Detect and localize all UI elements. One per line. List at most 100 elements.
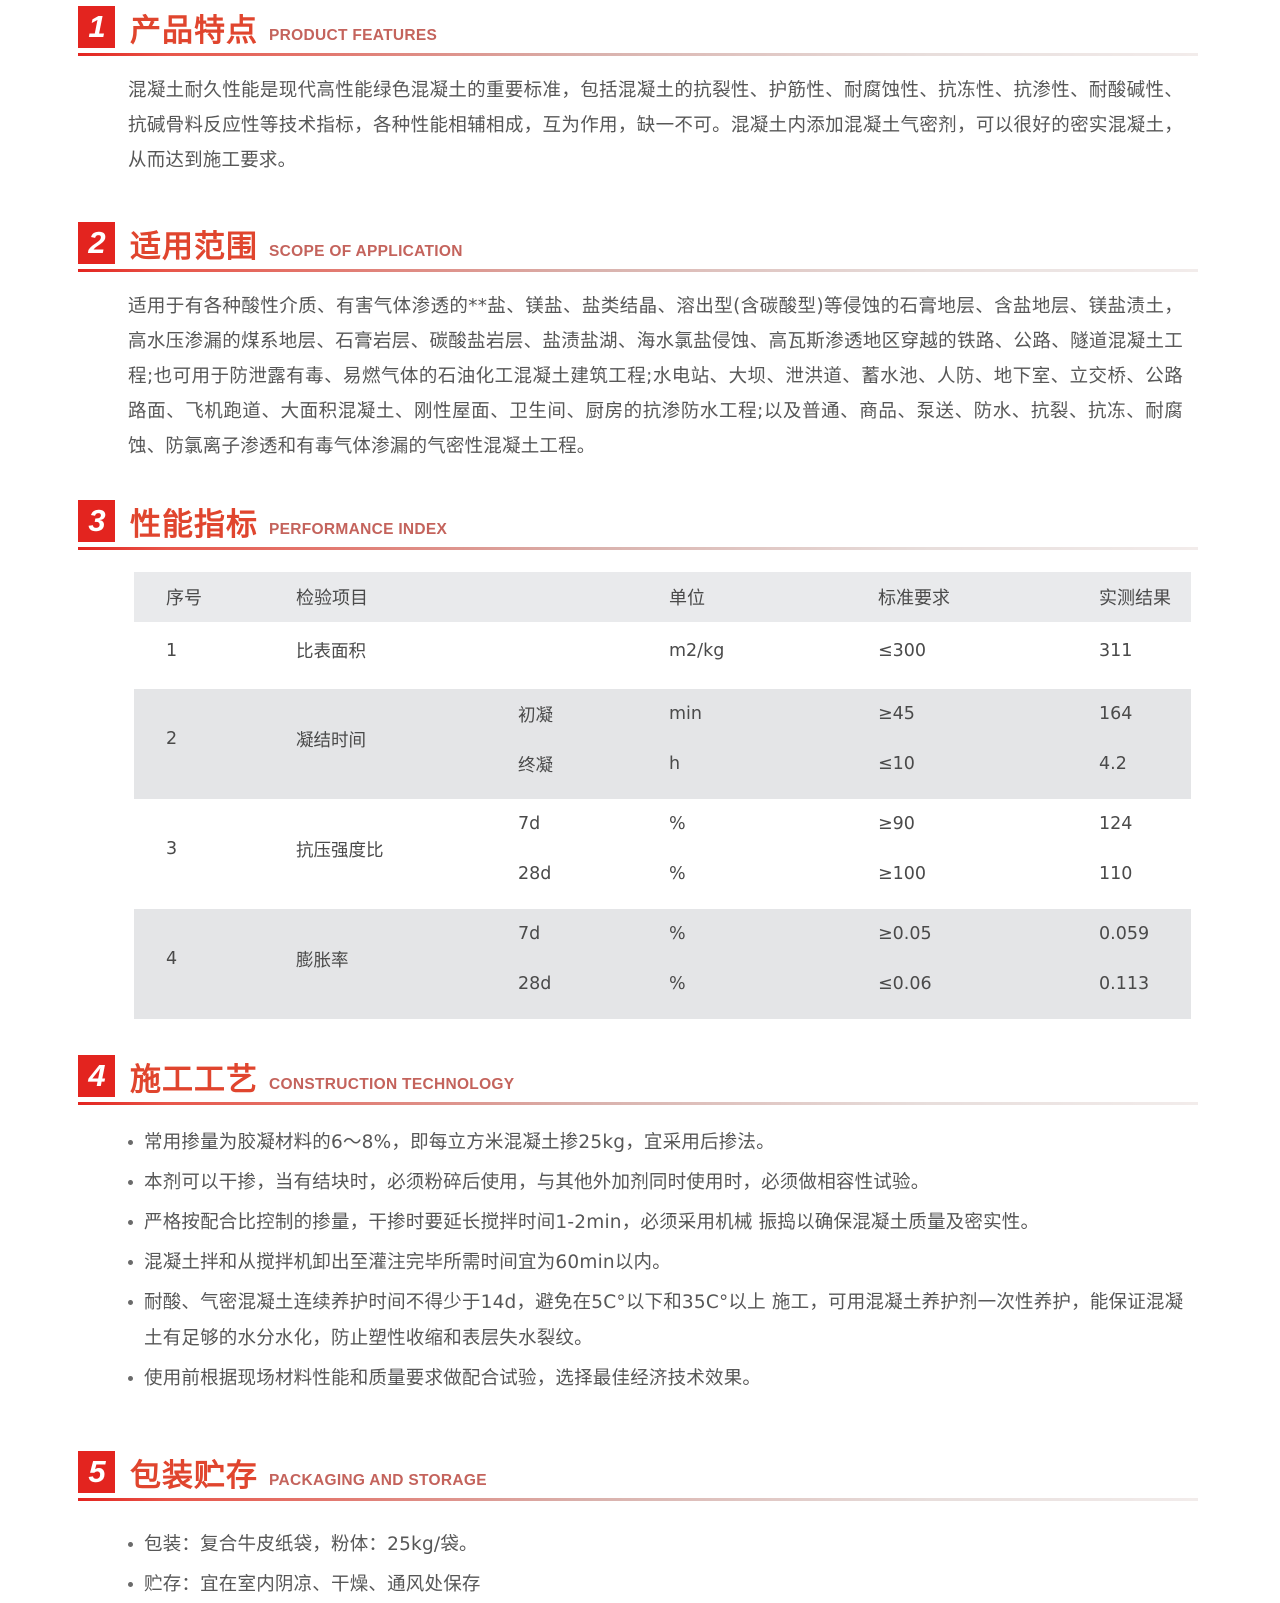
section-divider — [78, 269, 1198, 272]
cell-unit: % — [663, 959, 874, 1009]
cell-item: 比表面积 — [266, 622, 506, 679]
list-item-text: 贮存：宜在室内阴凉、干燥、通风处保存 — [144, 1574, 481, 1595]
section-header: 4 施工工艺 CONSTRUCTION TECHNOLOGY — [0, 1049, 1280, 1099]
table-row: 2 凝结时间 初凝 min ≥45 164 — [134, 689, 1191, 789]
table-row: 28d % ≥100 110 — [134, 849, 1191, 899]
cell-item: 凝结时间 — [266, 689, 506, 789]
cell-standard: ≤10 — [874, 739, 1093, 789]
packaging-bullet-list: 包装：复合牛皮纸袋，粉体：25kg/袋。 贮存：宜在室内阴凉、干燥、通风处保存 — [128, 1527, 1188, 1603]
cell-result: 0.113 — [1093, 959, 1191, 1009]
section-header: 1 产品特点 PRODUCT FEATURES — [0, 0, 1280, 50]
cell-no: 4 — [134, 909, 266, 1009]
table-row: 1 比表面积 m2/kg ≤300 311 — [134, 622, 1191, 679]
cell-no: 2 — [134, 689, 266, 789]
cell-sub: 28d — [506, 849, 663, 899]
bullet-dot-icon — [128, 1260, 133, 1265]
column-header-sub — [506, 572, 663, 622]
list-item-text: 耐酸、气密混凝土连续养护时间不得少于14d，避免在5C°以下和35C°以上 施工… — [144, 1292, 1184, 1349]
cell-result: 110 — [1093, 849, 1191, 899]
cell-unit: min — [663, 689, 874, 739]
cell-standard: ≤300 — [874, 622, 1093, 679]
section-number-badge: 1 — [78, 6, 115, 48]
section-title-group: 适用范围 SCOPE OF APPLICATION — [130, 230, 463, 266]
section-product-features: 1 产品特点 PRODUCT FEATURES 混凝土耐久性能是现代高性能绿色混… — [0, 0, 1280, 178]
cell-item: 膨胀率 — [266, 909, 506, 1009]
spacer-cell — [134, 679, 1191, 689]
cell-unit: % — [663, 849, 874, 899]
cell-sub: 终凝 — [506, 739, 663, 789]
bullet-dot-icon — [128, 1376, 133, 1381]
spacer-cell — [134, 899, 1191, 909]
section-title-group: 产品特点 PRODUCT FEATURES — [130, 14, 437, 50]
section-number-badge: 4 — [78, 1055, 115, 1097]
cell-result: 0.059 — [1093, 909, 1191, 959]
list-item: 使用前根据现场材料性能和质量要求做配合试验，选择最佳经济技术效果。 — [128, 1361, 1188, 1397]
table-row: 4 膨胀率 7d % ≥0.05 0.059 — [134, 909, 1191, 1009]
cell-sub: 7d — [506, 799, 663, 849]
section-title-group: 施工工艺 CONSTRUCTION TECHNOLOGY — [130, 1063, 514, 1099]
cell-unit: m2/kg — [663, 622, 874, 679]
section-title-en: PRODUCT FEATURES — [269, 27, 438, 44]
section-header: 3 性能指标 PERFORMANCE INDEX — [0, 494, 1280, 544]
table-row: 28d % ≤0.06 0.113 — [134, 959, 1191, 1009]
column-header-unit: 单位 — [663, 572, 874, 622]
cell-sub: 7d — [506, 909, 663, 959]
list-item: 包装：复合牛皮纸袋，粉体：25kg/袋。 — [128, 1527, 1188, 1563]
scope-of-application-paragraph: 适用于有各种酸性介质、有害气体渗透的**盐、镁盐、盐类结晶、溶出型(含碳酸型)等… — [128, 296, 1183, 457]
performance-table-wrapper: 序号 检验项目 单位 标准要求 实测结果 1 比表面积 m2/kg — [134, 572, 1191, 1019]
list-item: 常用掺量为胶凝材料的6～8%，即每立方米混凝土掺25kg，宜采用后掺法。 — [128, 1125, 1188, 1161]
section-number-badge: 3 — [78, 500, 115, 542]
table-row: 3 抗压强度比 7d % ≥90 124 — [134, 799, 1191, 899]
bullet-dot-icon — [128, 1180, 133, 1185]
column-header-item: 检验项目 — [266, 572, 506, 622]
section-title-cn: 适用范围 — [130, 229, 258, 265]
cell-unit: % — [663, 909, 874, 959]
list-item-text: 常用掺量为胶凝材料的6～8%，即每立方米混凝土掺25kg，宜采用后掺法。 — [144, 1132, 775, 1153]
bullet-dot-icon — [128, 1300, 133, 1305]
list-item: 耐酸、气密混凝土连续养护时间不得少于14d，避免在5C°以下和35C°以上 施工… — [128, 1285, 1188, 1357]
section-title-cn: 性能指标 — [130, 507, 258, 543]
cell-standard: ≥45 — [874, 689, 1093, 739]
product-features-paragraph: 混凝土耐久性能是现代高性能绿色混凝土的重要标准，包括混凝土的抗裂性、护筋性、耐腐… — [128, 80, 1183, 171]
cell-unit: % — [663, 799, 874, 849]
list-item: 贮存：宜在室内阴凉、干燥、通风处保存 — [128, 1567, 1188, 1603]
row-spacer — [134, 789, 1191, 799]
cell-sub: 初凝 — [506, 689, 663, 739]
section-title-group: 性能指标 PERFORMANCE INDEX — [130, 508, 447, 544]
list-item: 混凝土拌和从搅拌机卸出至灌注完毕所需时间宜为60min以内。 — [128, 1245, 1188, 1281]
section-performance-index: 3 性能指标 PERFORMANCE INDEX 序号 检验项目 单位 标准要求… — [0, 494, 1280, 1019]
cell-item: 抗压强度比 — [266, 799, 506, 899]
section-header: 5 包装贮存 PACKAGING AND STORAGE — [0, 1445, 1280, 1495]
column-header-standard: 标准要求 — [874, 572, 1093, 622]
spacer-cell — [134, 789, 1191, 799]
list-item-text: 包装：复合牛皮纸袋，粉体：25kg/袋。 — [144, 1534, 478, 1555]
section-divider — [78, 1102, 1198, 1105]
section-divider — [78, 1498, 1198, 1501]
row-spacer — [134, 679, 1191, 689]
cell-standard: ≤0.06 — [874, 959, 1093, 1009]
section-title-group: 包装贮存 PACKAGING AND STORAGE — [130, 1459, 487, 1495]
section-number-badge: 2 — [78, 222, 115, 264]
spacer-cell — [134, 1009, 1191, 1019]
section-title-en: CONSTRUCTION TECHNOLOGY — [269, 1076, 515, 1093]
list-item-text: 本剂可以干掺，当有结块时，必须粉碎后使用，与其他外加剂同时使用时，必须做相容性试… — [144, 1172, 930, 1193]
cell-result: 124 — [1093, 799, 1191, 849]
section-packaging-and-storage: 5 包装贮存 PACKAGING AND STORAGE 包装：复合牛皮纸袋，粉… — [0, 1445, 1280, 1603]
cell-unit: h — [663, 739, 874, 789]
bullet-dot-icon — [128, 1220, 133, 1225]
cell-no: 1 — [134, 622, 266, 679]
cell-no: 3 — [134, 799, 266, 899]
section-number-badge: 5 — [78, 1451, 115, 1493]
bullet-dot-icon — [128, 1582, 133, 1587]
table-header-row: 序号 检验项目 单位 标准要求 实测结果 — [134, 572, 1191, 622]
column-header-result: 实测结果 — [1093, 572, 1191, 622]
list-item-text: 混凝土拌和从搅拌机卸出至灌注完毕所需时间宜为60min以内。 — [144, 1252, 671, 1273]
cell-standard: ≥0.05 — [874, 909, 1093, 959]
section-title-en: SCOPE OF APPLICATION — [269, 243, 463, 260]
list-item: 严格按配合比控制的掺量，干掺时要延长搅拌时间1-2min，必须采用机械 振捣以确… — [128, 1205, 1188, 1241]
list-item-text: 使用前根据现场材料性能和质量要求做配合试验，选择最佳经济技术效果。 — [144, 1368, 762, 1389]
bullet-dot-icon — [128, 1542, 133, 1547]
row-spacer — [134, 1009, 1191, 1019]
section-title-en: PERFORMANCE INDEX — [269, 521, 448, 538]
